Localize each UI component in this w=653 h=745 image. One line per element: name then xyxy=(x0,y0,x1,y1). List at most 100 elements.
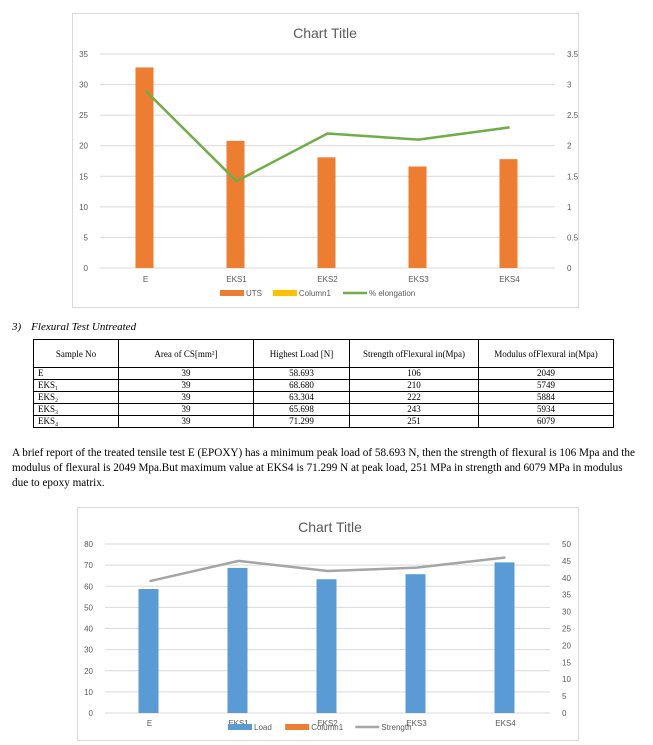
table-cell: EKS₄ xyxy=(33,415,119,428)
section-heading: 3) Flexural Test Untreated xyxy=(12,321,136,333)
chart-uts-elongation: Chart Title 0 5 10 15 20 25 30 35 0 0.5 1 1.5 2 2.5 3 3.… xyxy=(72,13,579,308)
y-right-tick-label: 1 xyxy=(567,203,572,212)
y-right-tick-label: 30 xyxy=(562,608,571,617)
bar-load xyxy=(316,579,337,713)
table-row: E 39 58.693 106 2049 xyxy=(33,367,614,380)
table-cell: E xyxy=(33,367,119,380)
table-cell: EKS₁ xyxy=(33,379,119,392)
line-pct-elongation xyxy=(144,89,510,183)
legend-label: Column1 xyxy=(311,723,344,732)
y-right-tick-label: 0 xyxy=(567,264,572,273)
x-category-label: EKS2 xyxy=(317,719,338,728)
y-right-tick-label: 0 xyxy=(562,709,567,718)
table-cell: 63.304 xyxy=(253,391,350,404)
section-number: 3) xyxy=(12,321,22,333)
y-left-tick-label: 35 xyxy=(79,50,88,59)
y-right-tick-label: 25 xyxy=(562,625,571,634)
line-strength xyxy=(149,556,506,583)
x-category-label: E xyxy=(147,719,152,728)
y-left-tick-label: 15 xyxy=(79,172,88,181)
y-right-tick-label: 45 xyxy=(562,557,571,566)
y-left-tick-label: 70 xyxy=(84,561,93,570)
section-title: Flexural Test Untreated xyxy=(31,321,137,333)
table-cell: 71.299 xyxy=(253,415,350,428)
bar-load xyxy=(405,574,426,713)
x-category-label: EKS3 xyxy=(406,719,427,728)
y-right-tick-label: 10 xyxy=(562,675,571,684)
table-cell: EKS₃ xyxy=(33,403,119,416)
y-left-tick-label: 80 xyxy=(84,540,93,549)
x-category-label: EKS2 xyxy=(317,275,338,284)
y-left-tick-label: 0 xyxy=(84,264,89,273)
y-right-tick-label: 3.5 xyxy=(567,50,578,59)
table-cell: 58.693 xyxy=(253,367,350,380)
y-right-tick-label: 15 xyxy=(562,658,571,667)
table-cell: 251 xyxy=(349,415,479,428)
x-category-label: E xyxy=(143,275,148,284)
chart-uts-elongation-svg: Chart Title 0 5 10 15 20 25 30 35 0 0.5 1 1.5 2 2.5 3 3.… xyxy=(79,25,578,298)
header-flexural-strength: Strength ofFlexural in(Mpa) xyxy=(349,339,479,368)
y-left-tick-label: 0 xyxy=(89,709,94,718)
y-right-tick-label: 0.5 xyxy=(567,233,578,242)
bar-uts xyxy=(226,140,245,268)
table-cell: 5934 xyxy=(478,403,614,416)
y-left-tick-label: 20 xyxy=(84,667,93,676)
y-left-tick-label: 60 xyxy=(84,582,93,591)
y-right-tick-label: 2.5 xyxy=(567,111,578,120)
chart-load-strength: Chart Title 0 10 20 30 40 50 60 70 80 0 5 10 15 20 25 30… xyxy=(77,507,579,741)
table-header-row: Sample No Area of CS[mm²] Highest Load [… xyxy=(33,339,614,368)
bar-uts xyxy=(499,159,518,268)
y-left-tick-label: 10 xyxy=(84,688,93,697)
table-cell: 39 xyxy=(118,379,254,392)
chart-title: Chart Title xyxy=(293,25,357,41)
table-row: EKS₃ 39 65.698 243 5934 xyxy=(33,403,614,416)
bar-load xyxy=(227,567,248,713)
legend-swatch xyxy=(272,290,297,296)
y-left-tick-label: 30 xyxy=(79,81,88,90)
table-cell: 68.680 xyxy=(253,379,350,392)
y-right-tick-label: 3 xyxy=(567,81,572,90)
y-left-tick-label: 10 xyxy=(79,203,88,212)
table-cell: 222 xyxy=(349,391,479,404)
y-right-tick-label: 5 xyxy=(562,692,567,701)
legend-label: Column1 xyxy=(299,289,332,298)
y-right-tick-label: 40 xyxy=(562,574,571,583)
bar-uts xyxy=(317,157,336,268)
bar-load xyxy=(494,562,515,713)
legend-label: UTS xyxy=(246,289,262,298)
table-cell: 6079 xyxy=(478,415,614,428)
header-area: Area of CS[mm²] xyxy=(118,339,254,368)
table-row: EKS₄ 39 71.299 251 6079 xyxy=(33,415,614,428)
legend-swatch xyxy=(220,290,244,296)
table-cell: EKS₂ xyxy=(33,391,119,404)
x-category-label: EKS1 xyxy=(228,719,249,728)
y-left-tick-label: 25 xyxy=(79,111,88,120)
y-right-tick-label: 2 xyxy=(567,142,572,151)
table-row: EKS₂ 39 63.304 222 5884 xyxy=(33,391,614,404)
table-cell: 5884 xyxy=(478,391,614,404)
table-cell: 5749 xyxy=(478,379,614,392)
bar-uts xyxy=(135,67,154,268)
table-cell: 106 xyxy=(349,367,479,380)
x-category-label: EKS4 xyxy=(499,275,520,284)
y-right-tick-label: 35 xyxy=(562,591,571,600)
table-cell: 210 xyxy=(349,379,479,392)
table-row: EKS₁ 39 68.680 210 5749 xyxy=(33,379,614,392)
y-left-tick-label: 5 xyxy=(84,233,89,242)
x-category-label: EKS4 xyxy=(495,719,516,728)
table-cell: 2049 xyxy=(478,367,614,380)
y-right-tick-label: 50 xyxy=(562,540,571,549)
legend-label: Strength xyxy=(381,723,411,732)
y-right-tick-label: 20 xyxy=(562,641,571,650)
table-cell: 65.698 xyxy=(253,403,350,416)
x-category-label: EKS1 xyxy=(226,275,247,284)
table-cell: 243 xyxy=(349,403,479,416)
bar-load xyxy=(138,589,159,713)
summary-paragraph: A brief report of the treated tensile te… xyxy=(12,447,635,489)
chart-load-strength-svg: Chart Title 0 10 20 30 40 50 60 70 80 0 5 10 15 20 25 30… xyxy=(84,519,571,732)
table-cell: 39 xyxy=(118,415,254,428)
flexural-test-table: Sample No Area of CS[mm²] Highest Load [… xyxy=(33,339,614,428)
table-cell: 39 xyxy=(118,403,254,416)
y-left-tick-label: 30 xyxy=(84,646,93,655)
legend-swatch xyxy=(228,724,252,730)
